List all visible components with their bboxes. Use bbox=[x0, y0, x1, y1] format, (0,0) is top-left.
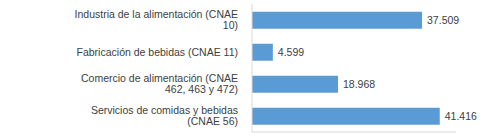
svg-text:Comercio de alimentación (CNAE: Comercio de alimentación (CNAE462, 463 y… bbox=[81, 72, 238, 95]
svg-text:37.509: 37.509 bbox=[427, 14, 459, 26]
svg-text:Servicios de comidas y bebidas: Servicios de comidas y bebidas(CNAE 56) bbox=[91, 104, 238, 127]
svg-text:18.968: 18.968 bbox=[343, 78, 375, 90]
svg-text:41.416: 41.416 bbox=[445, 110, 477, 122]
svg-text:Industria de la alimentación (: Industria de la alimentación (CNAE10) bbox=[75, 8, 238, 31]
svg-text:4.599: 4.599 bbox=[278, 46, 304, 58]
svg-text:Fabricación de bebidas (CNAE 1: Fabricación de bebidas (CNAE 11) bbox=[77, 46, 238, 58]
